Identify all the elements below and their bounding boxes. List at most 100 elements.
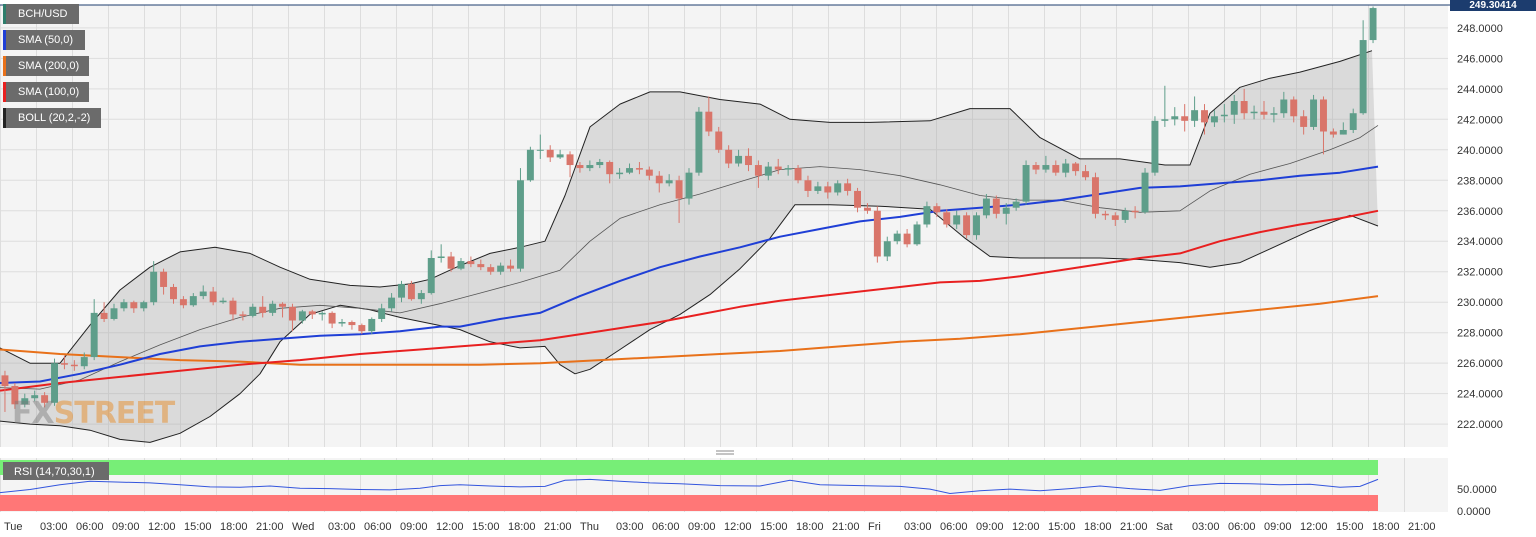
- candle: [685, 168, 693, 205]
- candle-body: [31, 395, 39, 399]
- candle: [1062, 158, 1070, 178]
- candle-body: [388, 297, 396, 309]
- candle: [1270, 107, 1278, 123]
- candle: [1181, 104, 1189, 132]
- candle: [1300, 110, 1308, 135]
- candle: [774, 158, 782, 175]
- candle: [80, 352, 88, 370]
- y-tick-label: 222.0000: [1457, 419, 1503, 431]
- candle: [645, 166, 653, 181]
- candle: [516, 168, 524, 272]
- x-tick-label: 21:00: [1408, 521, 1436, 533]
- candle: [1349, 108, 1357, 134]
- candle-body: [1161, 119, 1169, 121]
- candle-body: [1270, 113, 1278, 115]
- candle-body: [863, 207, 871, 211]
- candle-body: [1141, 172, 1149, 213]
- candle: [992, 195, 1000, 219]
- candle: [348, 320, 356, 330]
- candle-body: [1310, 99, 1318, 127]
- candle: [1240, 88, 1248, 120]
- x-tick-label: 09:00: [400, 521, 428, 533]
- candle-body: [288, 306, 296, 321]
- indicator-legend-item[interactable]: SMA (100,0): [3, 82, 89, 102]
- candle: [1290, 96, 1298, 123]
- x-tick-label: 18:00: [220, 521, 248, 533]
- x-tick-label: 21:00: [256, 521, 284, 533]
- indicator-legend-item[interactable]: SMA (200,0): [3, 56, 89, 76]
- candle: [1002, 203, 1010, 225]
- candle: [873, 206, 881, 263]
- x-tick-label: 03:00: [1192, 521, 1220, 533]
- candle: [546, 145, 554, 162]
- x-tick-label: Sat: [1156, 521, 1173, 533]
- indicator-legend-item[interactable]: BOLL (20,2,-2): [3, 108, 101, 128]
- candle-body: [120, 302, 128, 309]
- candle-body: [645, 169, 653, 176]
- candle: [1171, 107, 1179, 126]
- candle-body: [179, 299, 187, 306]
- candle: [1260, 101, 1268, 120]
- x-tick-label: 12:00: [148, 521, 176, 533]
- x-tick-label: 18:00: [796, 521, 824, 533]
- main-plot-area: [0, 5, 1448, 447]
- candle: [288, 303, 296, 332]
- y-tick-label: 224.0000: [1457, 389, 1503, 401]
- candle: [963, 212, 971, 239]
- indicator-legend-item[interactable]: BCH/USD: [3, 4, 79, 24]
- candle: [110, 303, 118, 321]
- indicator-legend-item[interactable]: SMA (50,0): [3, 30, 85, 50]
- candle: [298, 309, 306, 324]
- candle-body: [1349, 113, 1357, 130]
- candle-body: [735, 155, 743, 164]
- candle: [754, 160, 762, 188]
- candle: [398, 280, 405, 303]
- candle: [388, 293, 396, 312]
- candle-body: [219, 300, 227, 303]
- candle: [417, 290, 425, 304]
- candle-body: [1111, 215, 1119, 220]
- candle: [1250, 105, 1258, 120]
- x-tick-label: 18:00: [1084, 521, 1112, 533]
- candle-body: [1329, 131, 1337, 135]
- candle-body: [308, 311, 316, 315]
- x-tick-label: 12:00: [1300, 521, 1328, 533]
- candle: [635, 161, 643, 175]
- candle: [239, 311, 247, 321]
- candle-body: [1280, 99, 1288, 114]
- candle-body: [41, 395, 49, 403]
- candle-body: [328, 312, 336, 324]
- x-tick-label: 03:00: [616, 521, 644, 533]
- candle-body: [1290, 99, 1298, 117]
- candle: [1131, 206, 1139, 219]
- candle: [328, 311, 336, 329]
- x-tick-label: 06:00: [940, 521, 968, 533]
- candle: [665, 174, 673, 187]
- candle: [1201, 104, 1208, 135]
- candle: [259, 296, 267, 318]
- candle-body: [1320, 99, 1327, 132]
- candle: [1230, 94, 1238, 124]
- candle-body: [60, 363, 68, 365]
- bollinger-middle-line: [0, 125, 1379, 390]
- x-tick-label: 09:00: [1264, 521, 1292, 533]
- watermark-fx: FX: [12, 396, 55, 431]
- candle: [1052, 160, 1060, 176]
- candle: [1141, 168, 1149, 214]
- candle: [1280, 91, 1288, 118]
- candle-body: [1082, 171, 1090, 178]
- sma200-line: [0, 295, 1379, 366]
- candle-body: [239, 314, 247, 316]
- candle: [784, 165, 792, 176]
- candle-body: [784, 168, 792, 170]
- x-tick-label: 09:00: [976, 521, 1004, 533]
- panel-splitter: [0, 447, 1448, 457]
- x-tick-label: 12:00: [1012, 521, 1040, 533]
- candle-body: [259, 306, 267, 313]
- candle: [447, 251, 455, 272]
- x-tick-label: 12:00: [724, 521, 752, 533]
- candle-body: [675, 180, 683, 199]
- candle-body: [1121, 210, 1129, 220]
- candle: [903, 229, 911, 248]
